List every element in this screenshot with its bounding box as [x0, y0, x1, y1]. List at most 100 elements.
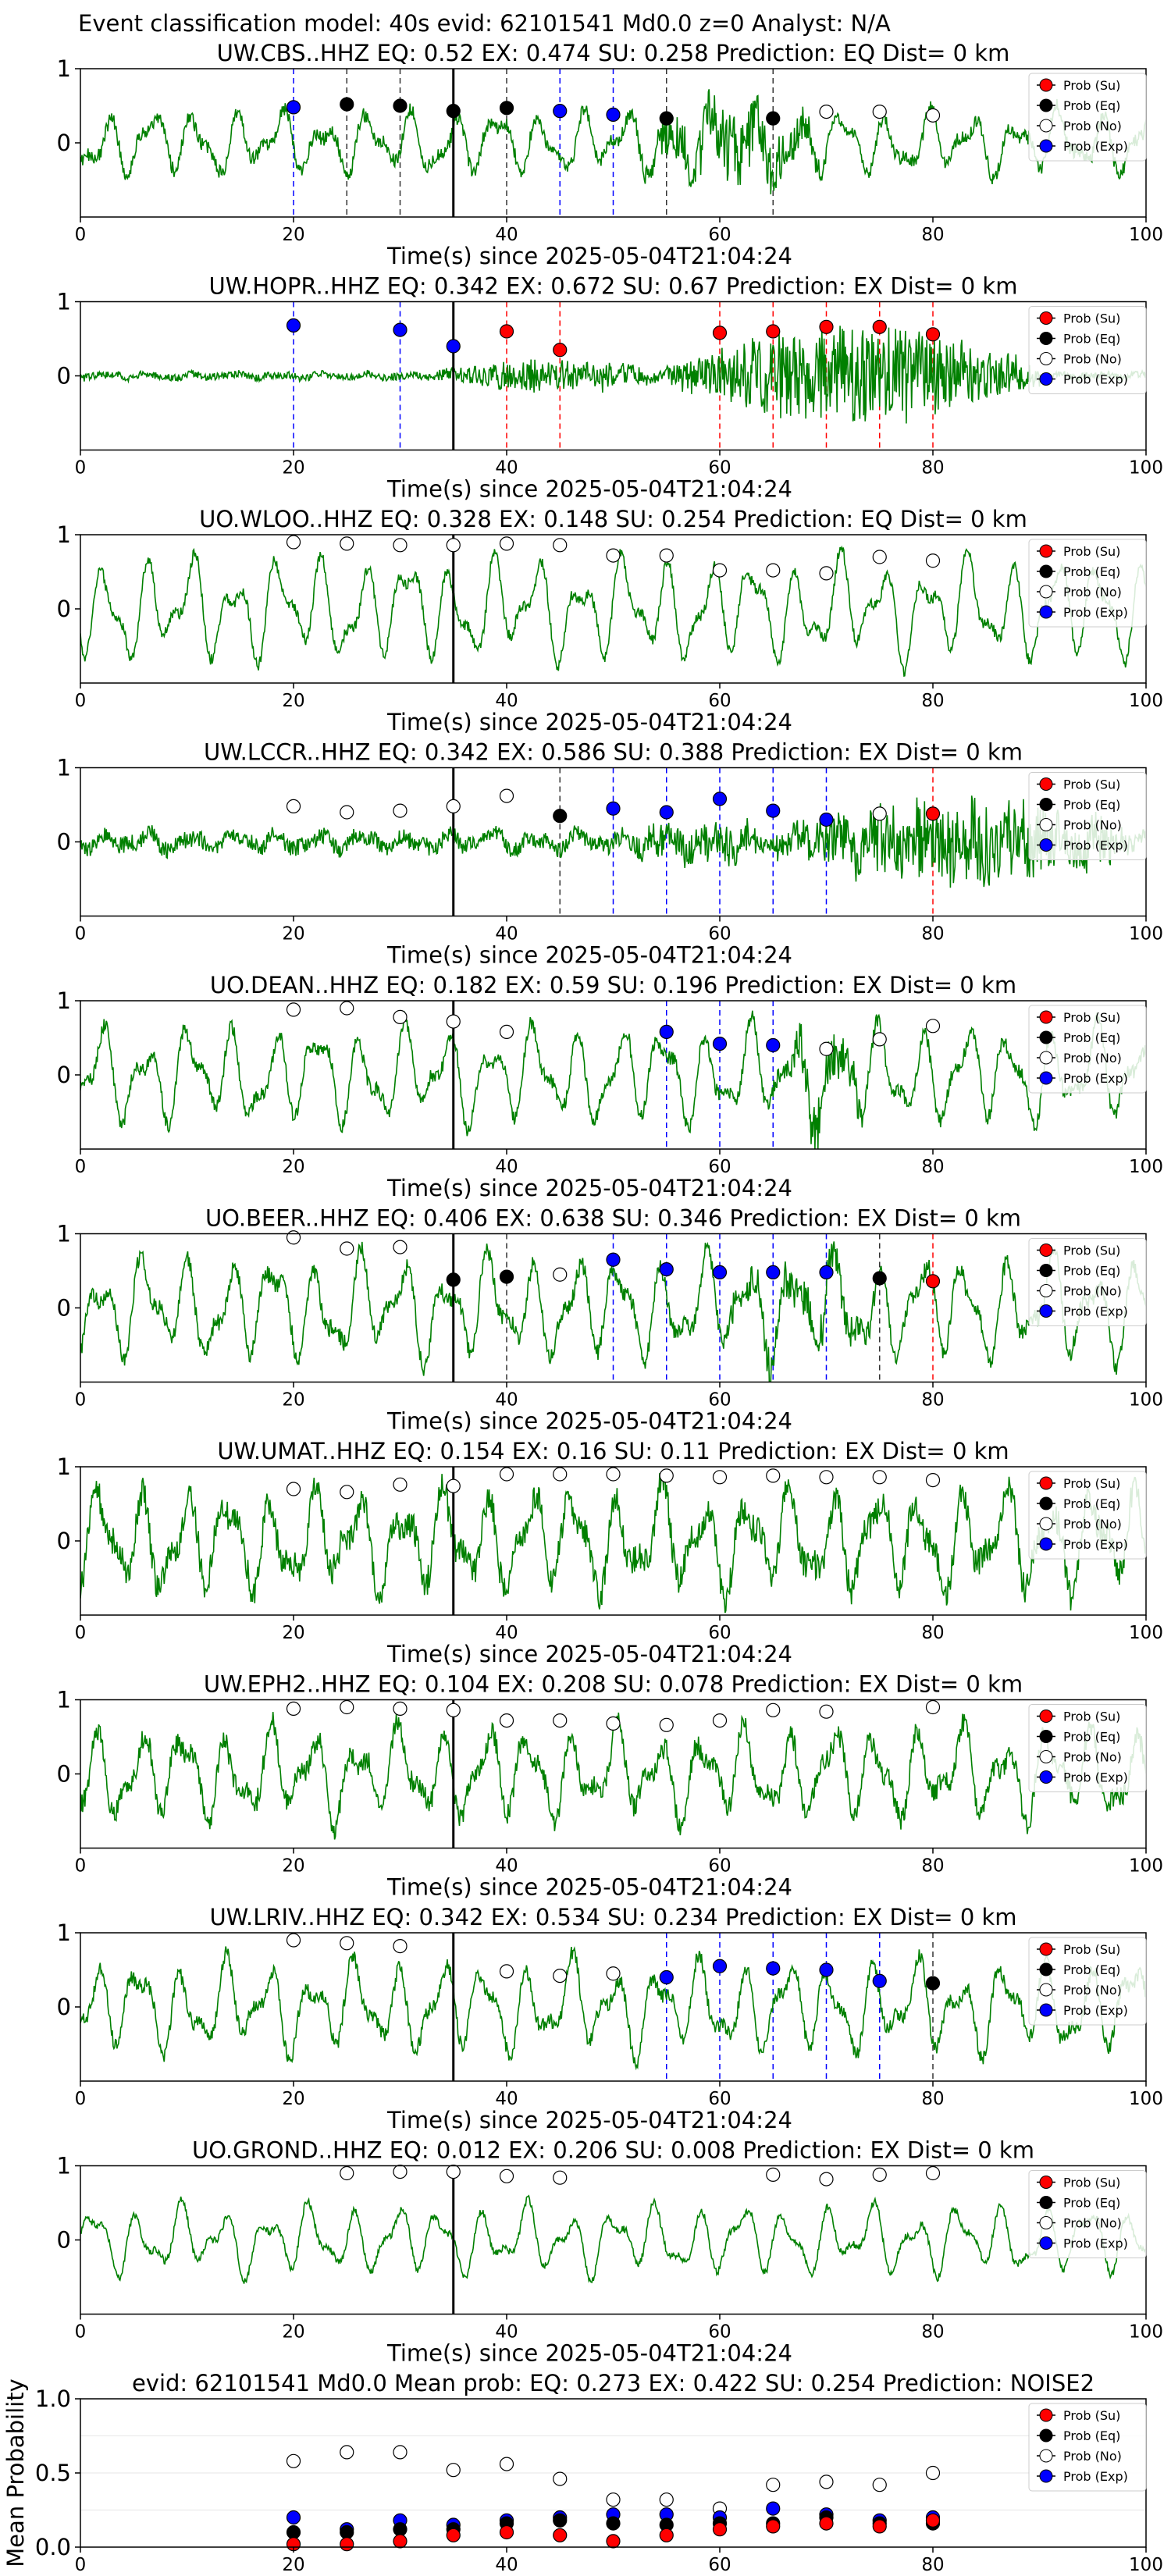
- x-tick-label: 0: [75, 2089, 87, 2109]
- legend-marker: [1039, 838, 1053, 852]
- y-tick-label: 1: [57, 1920, 71, 1946]
- x-tick-label: 100: [1129, 924, 1163, 945]
- prob-marker-no: [446, 1703, 461, 1717]
- legend-label: Prob (Exp): [1063, 605, 1128, 620]
- mean-marker-exp: [286, 2510, 301, 2525]
- prob-marker-eq: [872, 1271, 887, 1286]
- x-tick-label: 20: [282, 1157, 304, 1177]
- x-tick-label: 100: [1129, 2089, 1163, 2109]
- prob-marker-eq: [393, 98, 408, 113]
- x-tick-label: 20: [282, 1856, 304, 1877]
- mean-marker-su: [606, 2534, 621, 2549]
- prob-marker-eq: [766, 111, 781, 126]
- y-tick-label: 1.0: [35, 2386, 71, 2412]
- prob-marker-su: [925, 327, 941, 342]
- mean-marker-eq: [606, 2516, 621, 2531]
- prob-marker-exp: [606, 1252, 621, 1267]
- waveform-line: [80, 795, 1146, 888]
- waveform-line: [80, 1712, 1146, 1840]
- legend-label: Prob (Exp): [1063, 2236, 1128, 2251]
- legend-label: Prob (Eq): [1063, 798, 1120, 813]
- prob-marker-no: [925, 553, 941, 568]
- x-axis-label: Time(s) since 2025-05-04T21:04:24: [386, 2340, 792, 2367]
- waveform-line: [80, 326, 1146, 424]
- legend-label: Prob (Exp): [1063, 1537, 1128, 1552]
- prob-marker-exp: [286, 100, 301, 115]
- prob-marker-no: [606, 1966, 621, 1981]
- x-tick-label: 40: [495, 1623, 518, 1643]
- mean-marker-no: [925, 2465, 941, 2481]
- legend-marker: [1039, 1264, 1053, 1277]
- legend-marker: [1039, 2003, 1053, 2017]
- prob-marker-no: [925, 2165, 941, 2181]
- legend-label: Prob (Exp): [1063, 2003, 1128, 2018]
- prob-marker-no: [286, 1482, 301, 1496]
- x-tick-label: 0: [75, 458, 87, 479]
- legend-UO.BEER..HHZ: Prob (Su) Prob (Eq) Prob (No) Prob (Exp): [1028, 1238, 1147, 1326]
- prob-marker-su: [712, 326, 728, 340]
- x-tick-label: 0: [75, 225, 87, 245]
- legend-label: Prob (No): [1063, 352, 1122, 367]
- legend-label: Prob (Su): [1063, 544, 1120, 559]
- prob-marker-no: [819, 105, 834, 119]
- legend-box: [1028, 306, 1147, 394]
- prob-marker-su: [553, 343, 568, 358]
- legend-marker: [1039, 2428, 1053, 2443]
- legend-marker: [1039, 2469, 1053, 2483]
- x-axis-label: Time(s) since 2025-05-04T21:04:24: [386, 1874, 792, 1901]
- panel-UW.CBS..HHZ: UW.CBS..HHZ EQ: 0.52 EX: 0.474 SU: 0.258…: [57, 40, 1163, 269]
- legend-box: [1028, 73, 1147, 162]
- prob-marker-no: [606, 548, 621, 563]
- legend-UW.HOPR..HHZ: Prob (Su) Prob (Eq) Prob (No) Prob (Exp): [1028, 306, 1147, 394]
- x-tick-label: 0: [75, 2322, 87, 2343]
- x-tick-label: 80: [921, 1856, 944, 1877]
- prob-marker-no: [553, 1467, 568, 1482]
- panel-UO.DEAN..HHZ: UO.DEAN..HHZ EQ: 0.182 EX: 0.59 SU: 0.19…: [57, 972, 1163, 1201]
- mean-marker-no: [872, 2478, 887, 2492]
- x-tick-label: 60: [708, 1623, 731, 1643]
- legend-label: Prob (Su): [1063, 1010, 1120, 1025]
- x-tick-label: 60: [708, 2555, 731, 2575]
- prob-marker-no: [766, 2167, 781, 2182]
- panel-UW.LCCR..HHZ: UW.LCCR..HHZ EQ: 0.342 EX: 0.586 SU: 0.3…: [57, 739, 1163, 969]
- legend-label: Prob (Exp): [1063, 139, 1128, 154]
- legend-marker: [1039, 1750, 1053, 1763]
- legend-label: Prob (No): [1063, 1750, 1122, 1765]
- x-tick-label: 100: [1129, 691, 1163, 711]
- panel-title: evid: 62101541 Md0.0 Mean prob: EQ: 0.27…: [132, 2370, 1094, 2396]
- legend-marker: [1039, 1983, 1053, 1997]
- prob-marker-no: [553, 538, 568, 553]
- mean-marker-su: [659, 2528, 674, 2542]
- legend-label: Prob (No): [1063, 1983, 1122, 1998]
- legend-label: Prob (Exp): [1063, 372, 1128, 387]
- panel-UW.LRIV..HHZ: UW.LRIV..HHZ EQ: 0.342 EX: 0.534 SU: 0.2…: [57, 1904, 1163, 2133]
- prob-marker-no: [446, 799, 461, 814]
- legend-label: Prob (Exp): [1063, 1071, 1128, 1086]
- legend-marker: [1039, 1304, 1053, 1318]
- legend-marker: [1039, 2408, 1053, 2422]
- mean-marker-su: [446, 2528, 461, 2542]
- x-tick-label: 80: [921, 2555, 944, 2575]
- legend-label: Prob (Eq): [1063, 1730, 1120, 1745]
- mean-marker-no: [766, 2478, 781, 2492]
- prob-marker-no: [553, 2170, 568, 2185]
- legend-label: Prob (Eq): [1063, 1030, 1120, 1045]
- legend-marker: [1039, 564, 1053, 578]
- prob-marker-no: [286, 1701, 301, 1716]
- y-tick-label: 1: [57, 1687, 71, 1713]
- y-tick-label: 1: [57, 1453, 71, 1480]
- y-tick-label: 0: [57, 1295, 71, 1322]
- panel-UW.UMAT..HHZ: UW.UMAT..HHZ EQ: 0.154 EX: 0.16 SU: 0.11…: [57, 1438, 1163, 1667]
- prob-marker-no: [819, 1041, 834, 1056]
- y-tick-label: 0: [57, 1994, 71, 2020]
- x-tick-label: 0: [75, 1856, 87, 1877]
- prob-marker-exp: [712, 792, 728, 806]
- x-axis-label: Time(s) since 2025-05-04T21:04:24: [386, 942, 792, 969]
- waveform-line: [80, 1946, 1146, 2071]
- legend-box: [1028, 772, 1147, 860]
- legend-marker: [1039, 1942, 1053, 1956]
- legend-marker: [1039, 119, 1053, 133]
- prob-marker-exp: [553, 104, 568, 119]
- x-tick-label: 80: [921, 2089, 944, 2109]
- x-tick-label: 60: [708, 691, 731, 711]
